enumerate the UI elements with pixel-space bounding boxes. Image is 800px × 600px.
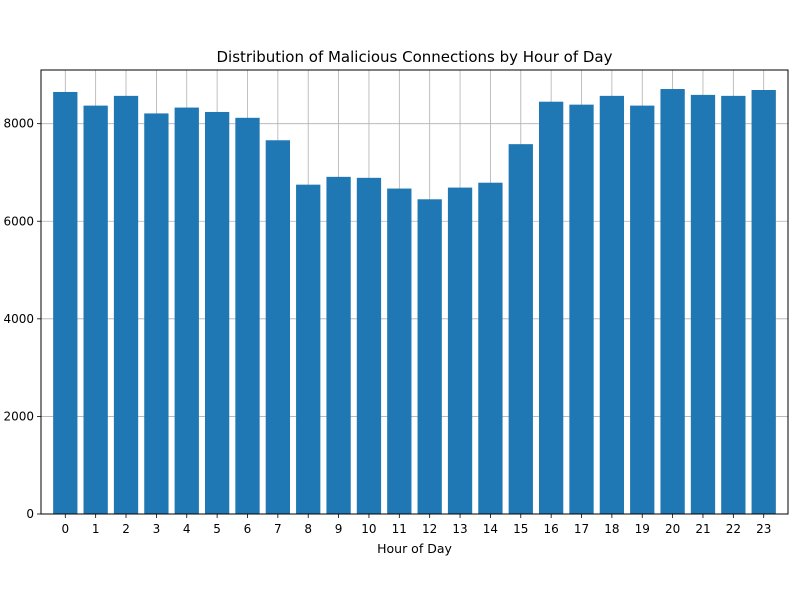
bar-hour-9 — [326, 176, 351, 514]
bar-hour-7 — [265, 140, 290, 514]
x-tick-label: 10 — [361, 522, 376, 536]
x-tick-label: 2 — [122, 522, 130, 536]
bar-hour-3 — [144, 113, 169, 514]
bar-hour-16 — [539, 101, 564, 514]
bar-hour-8 — [296, 184, 321, 514]
bar-hour-20 — [660, 89, 685, 515]
bar-hour-6 — [235, 117, 260, 515]
x-tick-label: 5 — [213, 522, 221, 536]
x-tick-label: 23 — [756, 522, 771, 536]
x-tick-label: 18 — [604, 522, 619, 536]
bar-hour-10 — [356, 177, 382, 515]
x-tick-label: 19 — [635, 522, 650, 536]
x-axis-label: Hour of Day — [377, 541, 452, 556]
x-tick-label: 6 — [244, 522, 252, 536]
x-tick-label: 9 — [335, 522, 343, 536]
y-tick-label: 8000 — [3, 117, 34, 131]
x-tick-label: 12 — [422, 522, 437, 536]
x-tick-label: 14 — [483, 522, 498, 536]
y-tick-label: 6000 — [3, 214, 34, 228]
axis-ticks: 0 1 2 3 4 5 6 7 8 9 10 11 12 13 14 15 16 17 18 19 20 21 22 2302… — [3, 117, 771, 536]
bar-hour-5 — [204, 111, 230, 514]
bars — [53, 89, 776, 515]
x-tick-label: 22 — [726, 522, 741, 536]
plot-frame — [40, 69, 789, 515]
x-tick-label: 1 — [92, 522, 100, 536]
bar-hour-4 — [174, 107, 199, 515]
x-tick-label: 4 — [183, 522, 191, 536]
x-tick-label: 17 — [574, 522, 589, 536]
bar-hour-22 — [721, 95, 746, 514]
bar-hour-19 — [630, 105, 655, 514]
y-tick-label: 4000 — [3, 312, 34, 326]
x-tick-label: 11 — [392, 522, 407, 536]
bar-hour-18 — [599, 95, 625, 514]
y-tick-label: 2000 — [3, 409, 34, 423]
bar-hour-14 — [478, 182, 503, 514]
bar-hour-12 — [417, 199, 442, 515]
bar-hour-11 — [387, 188, 412, 515]
x-tick-label: 15 — [513, 522, 528, 536]
x-tick-label: 13 — [452, 522, 467, 536]
x-tick-label: 7 — [274, 522, 282, 536]
bar-hour-13 — [447, 187, 473, 515]
x-tick-label: 0 — [61, 522, 69, 536]
y-tick-label: 0 — [26, 507, 34, 521]
bar-hour-1 — [83, 105, 108, 514]
bar-hour-0 — [53, 91, 78, 514]
x-tick-label: 16 — [544, 522, 559, 536]
bar-hour-2 — [113, 95, 139, 514]
x-tick-label: 20 — [665, 522, 680, 536]
x-tick-label: 3 — [153, 522, 161, 536]
bar-hour-23 — [751, 90, 776, 514]
bar-hour-15 — [508, 144, 533, 514]
bar-hour-21 — [690, 94, 716, 514]
x-tick-label: 21 — [695, 522, 710, 536]
chart-title: Distribution of Malicious Connections by… — [216, 48, 612, 66]
bar-hour-17 — [569, 104, 594, 515]
x-tick-label: 8 — [304, 522, 312, 536]
